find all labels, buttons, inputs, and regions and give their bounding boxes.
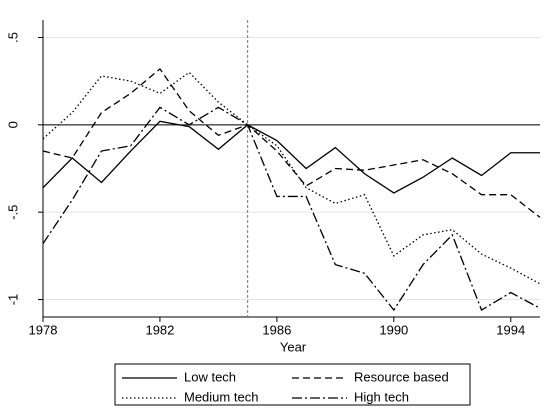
line-series [42,106,541,312]
y-tick-label: -1 [5,294,20,306]
x-tick-label: 1986 [262,322,291,337]
legend-label: Low tech [184,369,236,384]
line-series [42,120,540,194]
x-tick-label: 1990 [379,322,408,337]
legend-label: High tech [354,389,409,404]
legend-label: Resource based [354,369,449,384]
y-tick-label: .5 [5,32,20,43]
y-tick-label: -.5 [5,205,20,220]
x-tick-label: 1982 [145,322,174,337]
x-tick-label: 1978 [29,322,58,337]
x-axis-label: Year [280,339,307,354]
legend-label: Medium tech [184,389,258,404]
line-series [42,67,541,218]
line-series [42,71,541,285]
y-tick-label: 0 [5,121,20,128]
x-tick-label: 1994 [496,322,525,337]
